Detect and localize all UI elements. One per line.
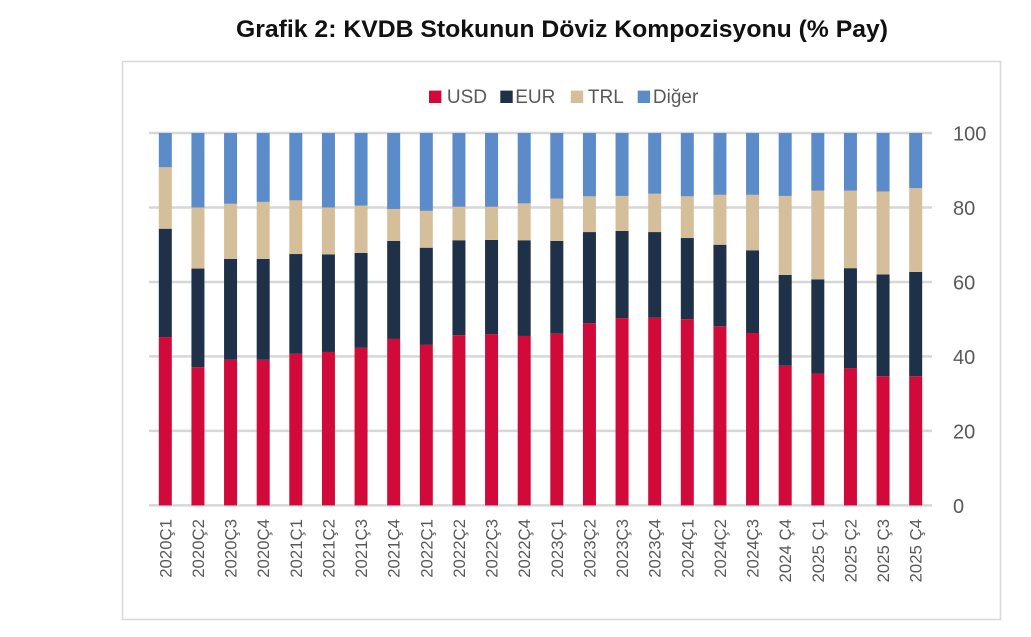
svg-text:2023Ç2: 2023Ç2 <box>580 519 599 578</box>
svg-text:2025 Ç2: 2025 Ç2 <box>841 519 860 582</box>
svg-text:2022Ç1: 2022Ç1 <box>417 519 436 578</box>
svg-text:0: 0 <box>953 496 964 518</box>
svg-text:20: 20 <box>953 421 975 443</box>
svg-text:EUR: EUR <box>515 87 555 108</box>
svg-text:2021Ç4: 2021Ç4 <box>385 519 404 578</box>
svg-text:2021Ç1: 2021Ç1 <box>287 519 306 578</box>
svg-text:2020Ç1: 2020Ç1 <box>156 519 175 578</box>
svg-text:100: 100 <box>953 124 986 146</box>
svg-text:2025 Ç3: 2025 Ç3 <box>874 519 893 582</box>
svg-text:2024Ç3: 2024Ç3 <box>744 519 763 578</box>
svg-text:2023Ç3: 2023Ç3 <box>613 519 632 578</box>
svg-text:2020Ç2: 2020Ç2 <box>189 519 208 578</box>
svg-text:2022Ç4: 2022Ç4 <box>515 519 534 578</box>
svg-text:Diğer: Diğer <box>653 87 699 108</box>
svg-text:2021Ç3: 2021Ç3 <box>352 519 371 578</box>
svg-text:60: 60 <box>953 273 975 295</box>
svg-text:2024Ç1: 2024Ç1 <box>678 519 697 578</box>
svg-text:2023Ç1: 2023Ç1 <box>548 519 567 578</box>
svg-text:2024Ç2: 2024Ç2 <box>711 519 730 578</box>
svg-text:2025 Ç1: 2025 Ç1 <box>809 519 828 582</box>
svg-text:Grafik 2: KVDB Stokunun Döviz: Grafik 2: KVDB Stokunun Döviz Kompozisyo… <box>236 16 888 43</box>
svg-text:2023Ç4: 2023Ç4 <box>646 519 665 578</box>
svg-text:2025 Ç4: 2025 Ç4 <box>907 519 926 582</box>
svg-text:2021Ç2: 2021Ç2 <box>319 519 338 578</box>
svg-text:2024 Ç4: 2024 Ç4 <box>776 519 795 582</box>
svg-text:2020Ç3: 2020Ç3 <box>222 519 241 578</box>
svg-text:2022Ç2: 2022Ç2 <box>450 519 469 578</box>
svg-text:40: 40 <box>953 347 975 369</box>
svg-text:TRL: TRL <box>588 87 624 108</box>
svg-text:USD: USD <box>447 87 487 108</box>
svg-text:2022Ç3: 2022Ç3 <box>483 519 502 578</box>
svg-text:80: 80 <box>953 198 975 220</box>
svg-text:2020Ç4: 2020Ç4 <box>254 519 273 578</box>
